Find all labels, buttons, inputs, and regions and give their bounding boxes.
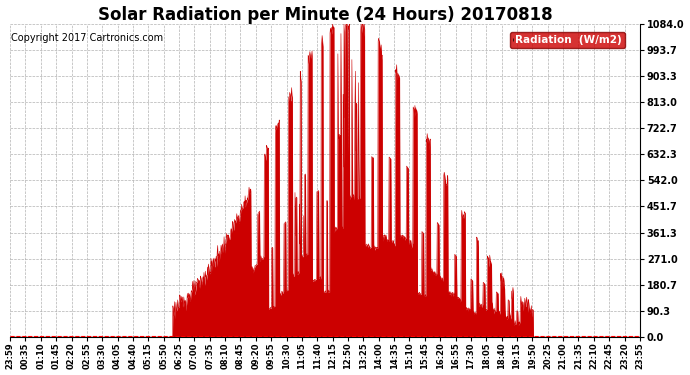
Legend: Radiation  (W/m2): Radiation (W/m2) <box>510 32 625 48</box>
Title: Solar Radiation per Minute (24 Hours) 20170818: Solar Radiation per Minute (24 Hours) 20… <box>98 6 552 24</box>
Text: Copyright 2017 Cartronics.com: Copyright 2017 Cartronics.com <box>10 33 163 43</box>
